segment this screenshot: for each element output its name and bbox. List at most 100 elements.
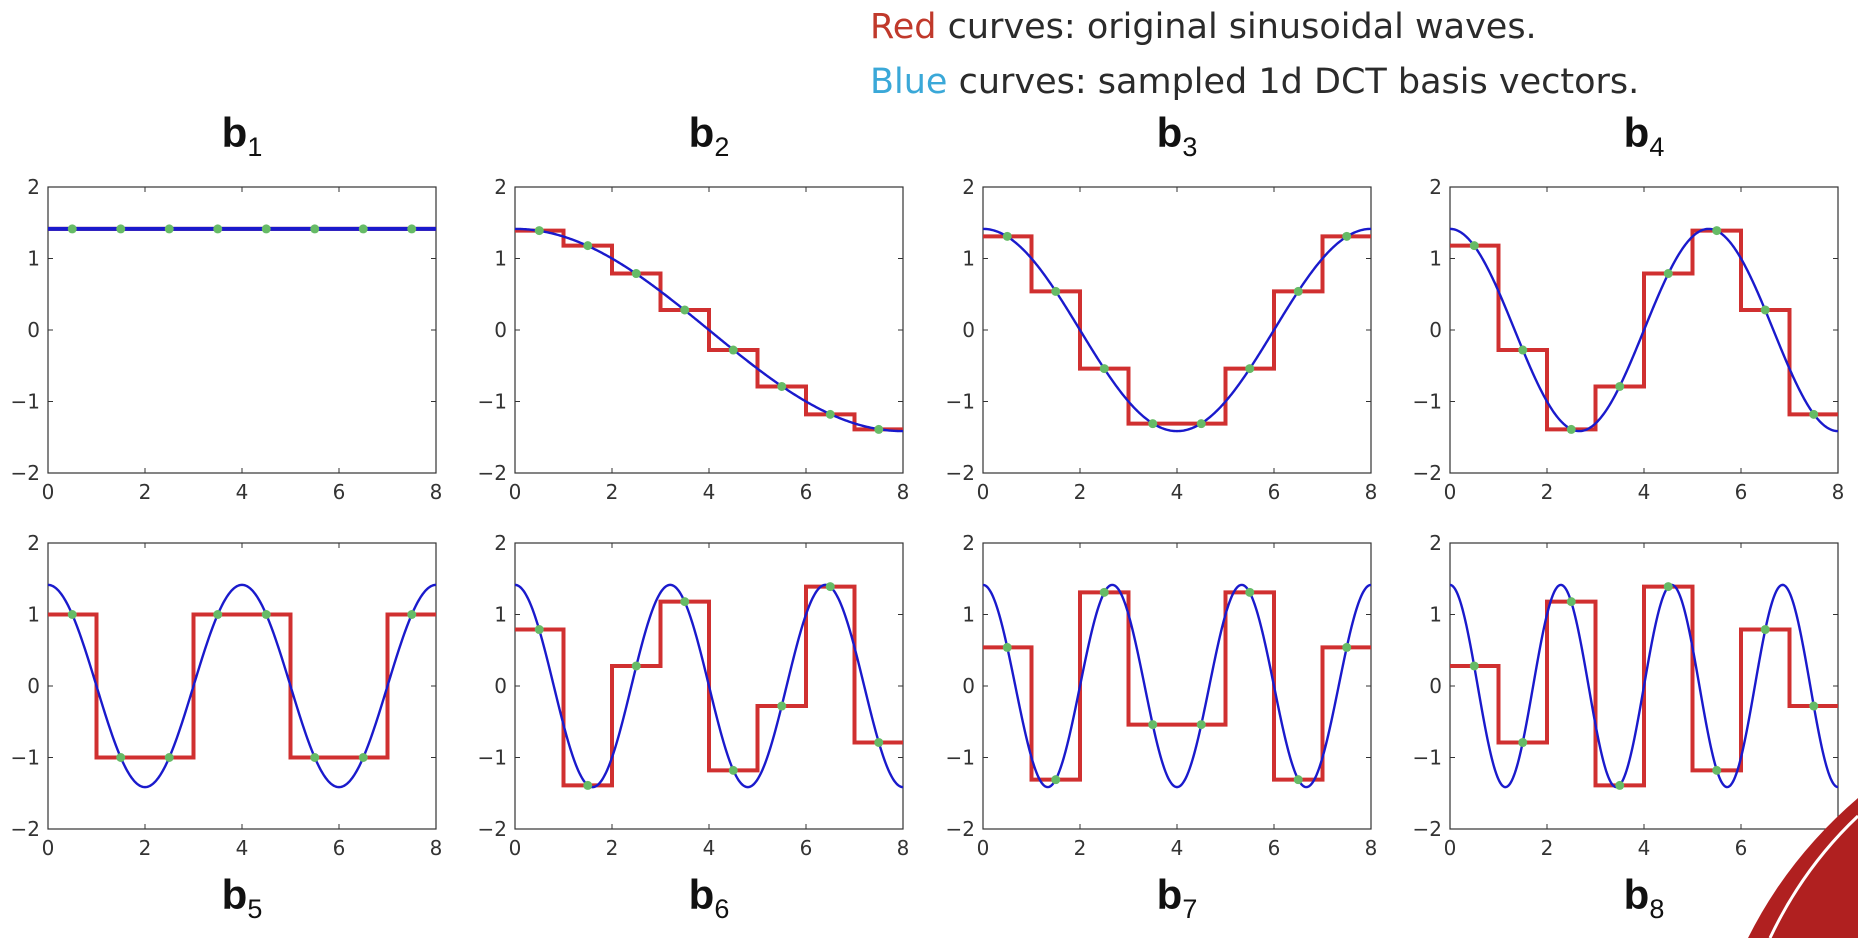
chart-title-subscript: 6	[714, 894, 729, 924]
chart-title-subscript: 7	[1182, 894, 1197, 924]
sample-point	[728, 345, 738, 355]
legend-blue-word: Blue	[870, 62, 948, 102]
y-tick-label: −2	[946, 817, 975, 841]
x-tick-label: 6	[1735, 836, 1748, 860]
sample-point	[631, 269, 641, 279]
sample-point	[1469, 661, 1479, 671]
sample-point	[67, 224, 77, 234]
sample-point	[874, 737, 884, 747]
sample-point	[1469, 241, 1479, 251]
legend-blue-text: curves: sampled 1d DCT basis vectors.	[947, 62, 1640, 102]
sample-point	[1518, 737, 1528, 747]
sample-point	[1663, 269, 1673, 279]
sample-point	[1051, 286, 1061, 296]
chart-title: b2	[689, 109, 730, 162]
sample-point	[358, 753, 368, 762]
sample-point	[1518, 345, 1528, 355]
y-tick-label: −1	[478, 390, 507, 414]
x-tick-label: 4	[1638, 836, 1651, 860]
x-tick-label: 0	[1444, 480, 1457, 504]
y-tick-label: −1	[11, 390, 40, 414]
sample-point	[407, 224, 417, 234]
chart-b5: 0 2 4 6 8 −2 −1 0 1 2 b5	[11, 531, 443, 924]
sample-point	[310, 753, 320, 762]
chart-title: b8	[1624, 871, 1665, 924]
legend-red-text: curves: original sinusoidal waves.	[936, 7, 1537, 47]
chart-title-letter: b	[1624, 109, 1650, 156]
chart-title-subscript: 3	[1182, 132, 1197, 162]
corner-decoration	[1748, 798, 1858, 938]
sample-point	[1760, 305, 1770, 315]
x-tick-label: 0	[977, 480, 990, 504]
sample-point	[1760, 625, 1770, 635]
y-tick-label: 1	[27, 247, 40, 271]
sample-point	[67, 610, 77, 619]
x-tick-label: 2	[1074, 836, 1087, 860]
x-tick-label: 4	[236, 480, 249, 504]
chart-title: b6	[689, 871, 730, 924]
chart-title-letter: b	[1157, 871, 1183, 918]
blue-cosine-curve	[1449, 227, 1839, 433]
blue-cosine-curve	[1449, 583, 1839, 789]
chart-title: b7	[1157, 871, 1198, 924]
sample-point	[358, 224, 368, 234]
x-tick-label: 0	[1444, 836, 1457, 860]
x-tick-label: 8	[430, 836, 443, 860]
blue-cosine-curve	[982, 583, 1372, 789]
x-tick-label: 6	[1268, 836, 1281, 860]
y-tick-label: 0	[1429, 674, 1442, 698]
y-tick-label: 2	[962, 531, 975, 555]
x-tick-label: 4	[1171, 836, 1184, 860]
x-tick-label: 6	[333, 480, 346, 504]
sample-point	[583, 780, 593, 790]
y-tick-label: −1	[1413, 390, 1442, 414]
chart-b8: 0 2 4 6 8 −2 −1 0 1 2 b8	[1413, 531, 1845, 924]
chart-title: b1	[222, 109, 263, 162]
blue-cosine-curve	[514, 583, 904, 789]
sample-point	[631, 661, 641, 671]
chart-title-letter: b	[689, 109, 715, 156]
sample-point	[1099, 364, 1109, 374]
y-tick-label: 2	[962, 175, 975, 199]
chart-title: b5	[222, 871, 263, 924]
chart-title-subscript: 2	[714, 132, 729, 162]
sample-point	[164, 753, 174, 762]
y-tick-label: 0	[962, 318, 975, 342]
x-tick-label: 0	[977, 836, 990, 860]
y-tick-label: −2	[1413, 461, 1442, 485]
y-tick-label: 1	[494, 603, 507, 627]
y-tick-label: −1	[946, 390, 975, 414]
y-tick-label: −2	[946, 461, 975, 485]
sample-point	[1002, 642, 1012, 652]
x-tick-label: 4	[1638, 480, 1651, 504]
sample-point	[777, 701, 787, 711]
y-tick-label: 2	[1429, 175, 1442, 199]
sample-point	[1712, 226, 1722, 236]
x-tick-label: 2	[1541, 480, 1554, 504]
sample-point	[1615, 381, 1625, 391]
sample-point	[825, 409, 835, 419]
chart-title-letter: b	[222, 109, 248, 156]
x-tick-label: 2	[606, 836, 619, 860]
x-tick-label: 2	[606, 480, 619, 504]
sample-point	[1566, 424, 1576, 434]
sample-point	[1615, 780, 1625, 790]
y-tick-label: 2	[494, 531, 507, 555]
sample-point	[1196, 720, 1206, 730]
y-tick-label: 0	[1429, 318, 1442, 342]
chart-title-letter: b	[1157, 109, 1183, 156]
sample-point	[1002, 231, 1012, 241]
sample-point	[261, 610, 271, 619]
sample-point	[1712, 765, 1722, 775]
x-tick-label: 6	[1735, 480, 1748, 504]
y-tick-label: 2	[494, 175, 507, 199]
sample-point	[1148, 419, 1158, 429]
chart-title-subscript: 8	[1649, 894, 1664, 924]
y-tick-label: −1	[478, 746, 507, 770]
x-tick-label: 4	[236, 836, 249, 860]
legend-red-word: Red	[870, 7, 937, 47]
x-tick-label: 0	[509, 480, 522, 504]
